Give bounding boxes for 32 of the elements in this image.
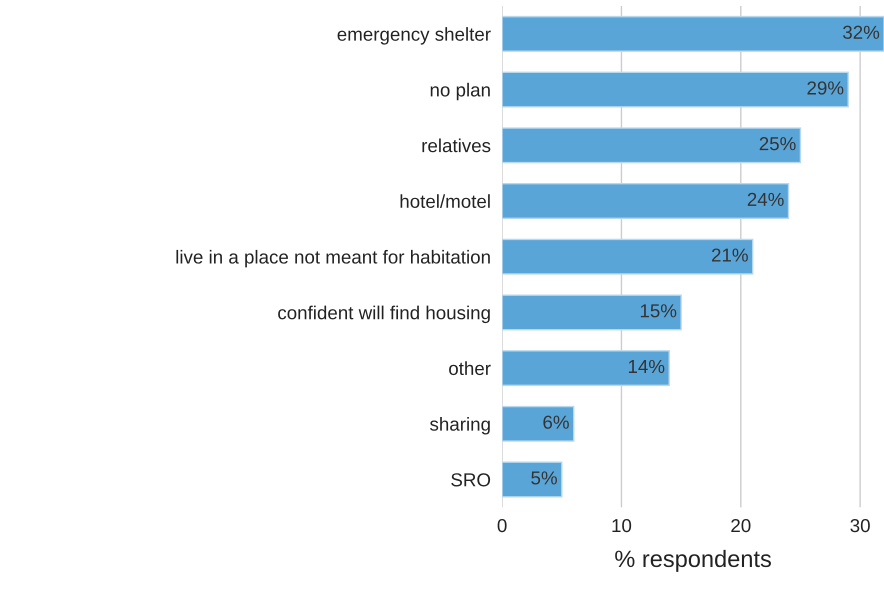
y-tick-label: other [449, 361, 491, 376]
data-label: 29% [807, 81, 844, 95]
bar [502, 238, 754, 275]
data-label: 15% [640, 304, 676, 318]
data-label: 32% [843, 26, 880, 39]
data-label: 6% [543, 416, 569, 429]
bar [502, 294, 682, 330]
bar [502, 16, 884, 52]
bar [502, 350, 670, 386]
y-tick-label: live in a place not meant for habitation [176, 250, 490, 268]
bar [502, 127, 802, 164]
data-label: 14% [628, 360, 664, 374]
x-axis-title: % respondents [615, 550, 771, 572]
y-tick-label: relatives [422, 138, 490, 152]
data-label: 25% [760, 137, 796, 150]
data-label: 5% [531, 471, 557, 485]
x-tick-label: 10 [612, 518, 632, 532]
bar [502, 183, 790, 219]
x-tick-label: 20 [731, 518, 750, 532]
x-tick-label: 30 [850, 518, 870, 532]
y-tick-label: confident will find housing [278, 306, 490, 324]
data-label: 24% [748, 192, 784, 206]
y-tick-label: emergency shelter [338, 27, 491, 45]
y-tick-label: SRO [451, 473, 490, 486]
bar [502, 72, 849, 108]
bar [502, 406, 574, 442]
y-tick-label: hotel/motel [400, 194, 490, 208]
y-tick-label: no plan [430, 82, 490, 100]
x-tick-label: 0 [498, 518, 507, 532]
y-tick-label: sharing [430, 417, 490, 434]
data-label: 21% [712, 248, 748, 262]
bar [502, 462, 562, 498]
